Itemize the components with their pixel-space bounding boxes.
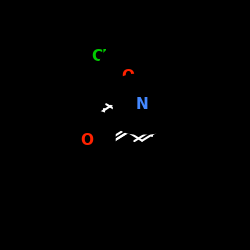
Text: N: N — [136, 96, 148, 112]
Text: O: O — [80, 133, 93, 148]
Text: O: O — [122, 69, 134, 84]
Text: Cl: Cl — [91, 50, 108, 64]
